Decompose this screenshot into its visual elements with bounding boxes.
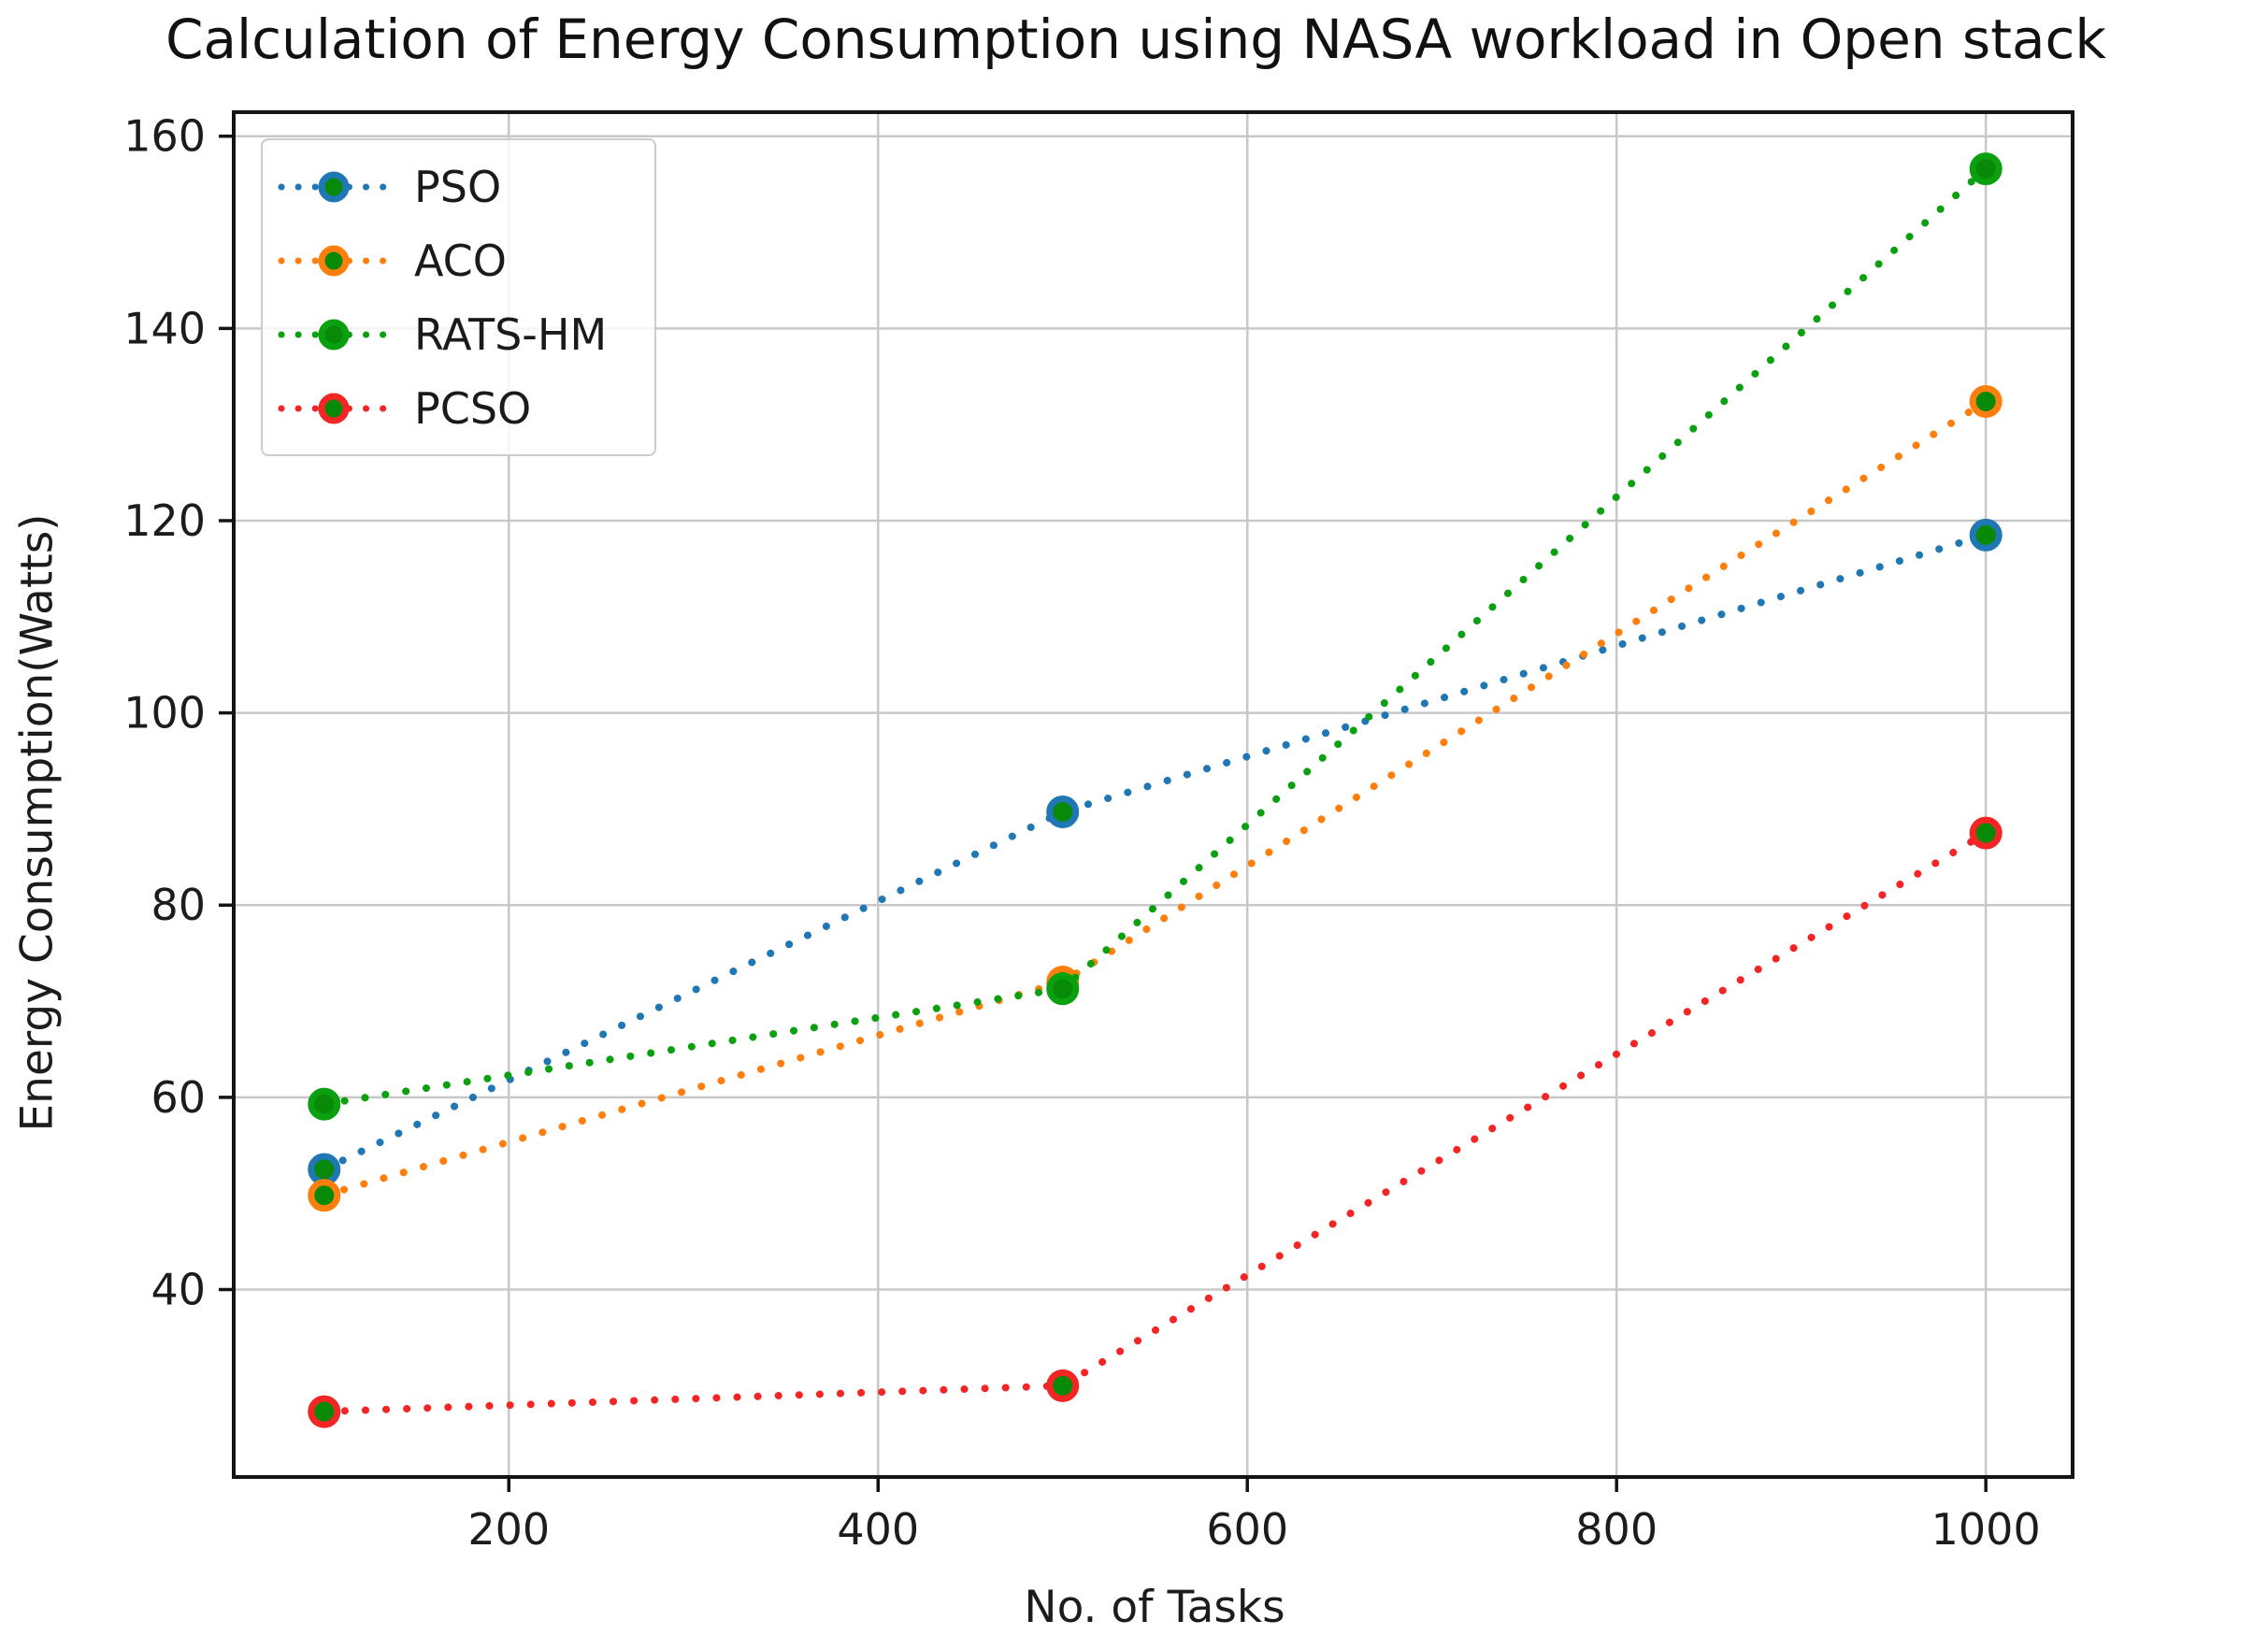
- marker-pso-1000: [1969, 518, 2002, 552]
- legend-item-rats-hm: RATS-HM: [278, 309, 654, 360]
- legend-line-sample-icon: [278, 171, 390, 202]
- x-tick-label: 200: [467, 1504, 550, 1555]
- y-axis-label: Energy Consumption(Watts): [11, 513, 64, 1132]
- legend: PSO ACO RATS-HM PCSO: [261, 138, 656, 456]
- marker-pcso-100: [308, 1395, 341, 1428]
- series-line-pcso: [320, 829, 1990, 1416]
- chart-title: Calculation of Energy Consumption using …: [165, 7, 2106, 71]
- legend-sample-marker: [318, 245, 350, 276]
- legend-line-sample-icon: [278, 319, 390, 350]
- x-tick-label: 600: [1206, 1504, 1288, 1555]
- x-axis-label: No. of Tasks: [1024, 1582, 1285, 1633]
- marker-pso-100: [308, 1153, 341, 1186]
- legend-sample-marker: [318, 171, 350, 202]
- marker-rats-hm-1000: [1969, 152, 2002, 186]
- marker-pcso-500: [1046, 1369, 1080, 1402]
- y-tick-label: 60: [151, 1072, 206, 1123]
- legend-item-pcso: PCSO: [278, 383, 654, 434]
- y-tick-label: 100: [123, 688, 206, 738]
- legend-label: RATS-HM: [414, 308, 608, 360]
- y-tick-label: 140: [123, 303, 206, 353]
- legend-item-aco: ACO: [278, 236, 654, 286]
- marker-aco-1000: [1969, 384, 2002, 418]
- legend-label: ACO: [414, 235, 507, 286]
- y-tick-label: 80: [151, 880, 206, 930]
- legend-line-sample-icon: [278, 245, 390, 276]
- y-tick-label: 40: [151, 1265, 206, 1315]
- marker-pso-500: [1046, 796, 1080, 829]
- axes-box: [232, 110, 2074, 1479]
- legend-line-sample-icon: [278, 393, 390, 423]
- x-tick-label: 1000: [1931, 1504, 2041, 1555]
- x-tick-label: 400: [837, 1504, 919, 1555]
- y-tick-label: 120: [123, 495, 206, 546]
- marker-aco-100: [308, 1179, 341, 1212]
- legend-label: PSO: [414, 161, 502, 212]
- legend-label: PCSO: [414, 382, 532, 434]
- x-tick-label: 800: [1575, 1504, 1658, 1555]
- marker-pcso-1000: [1969, 816, 2002, 850]
- series-line-pso: [320, 531, 1990, 1173]
- legend-sample-marker: [318, 393, 350, 423]
- legend-sample-marker: [318, 319, 350, 350]
- marker-rats-hm-500: [1046, 972, 1080, 1006]
- legend-item-pso: PSO: [278, 162, 654, 212]
- marker-rats-hm-100: [308, 1087, 341, 1121]
- y-tick-label: 160: [123, 111, 206, 162]
